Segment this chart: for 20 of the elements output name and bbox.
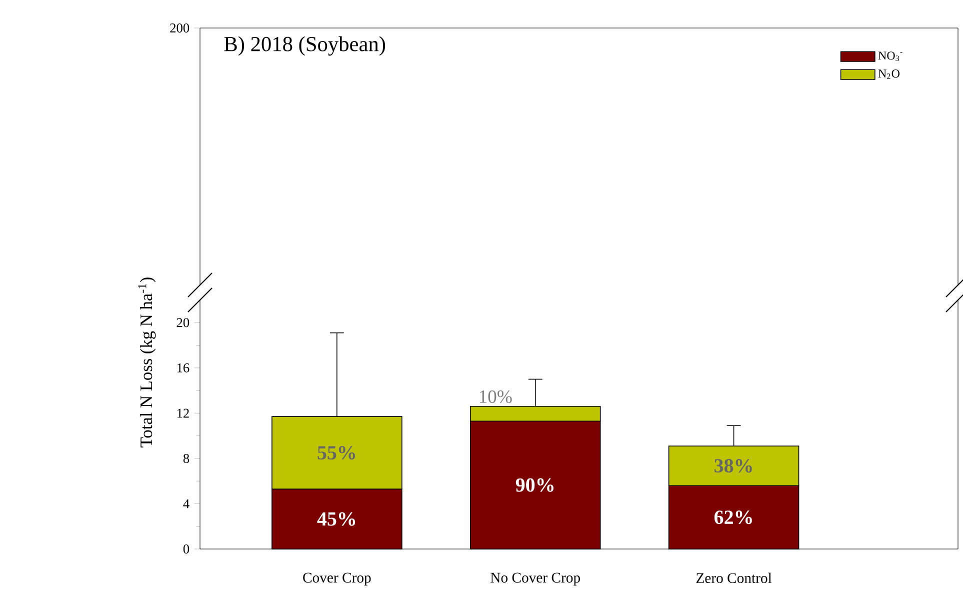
y-tick-label: 0 [183,544,190,554]
text: 200 [170,23,190,32]
y-tick-label: 12 [177,408,189,418]
x-tick-label: Zero Control [696,572,772,584]
y-axis-title: Total N Loss (kg N ha$^{-1}$) [138,278,156,448]
chart-title: B) 2018 (Soybean) [224,36,386,56]
x-tick-label: Cover Crop [303,572,371,586]
x-tick-label: No Cover Crop [490,572,580,586]
y-tick-label: 16 [177,363,190,372]
y-tick-label: 20 [176,318,190,328]
annotation: 55% [318,446,356,460]
legend-label: NO$_{3}$- [878,52,902,61]
annotation: 10% [480,390,512,404]
annotation: 62% [714,510,752,524]
annotation: 90% [516,478,554,492]
y-tick-label: 8 [183,454,190,463]
annotation: 38% [714,459,752,473]
annotation: 45% [317,512,356,526]
y-tick-label: 4 [183,499,190,508]
legend-label: N$_{2}$O [878,70,900,79]
